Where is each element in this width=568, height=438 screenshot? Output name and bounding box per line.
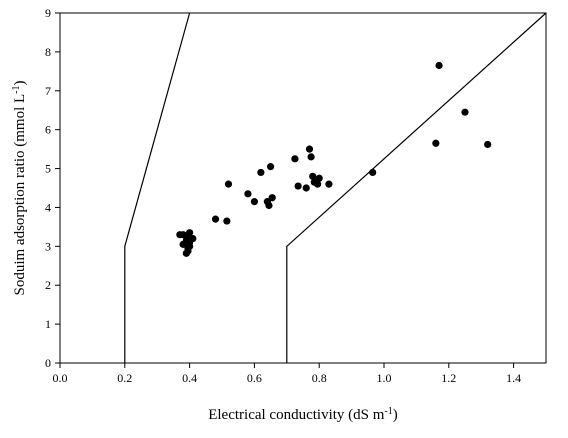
x-tick-label: 0.4 bbox=[182, 371, 197, 385]
x-tick-label: 1.4 bbox=[506, 371, 521, 385]
data-point bbox=[325, 180, 333, 188]
data-point bbox=[369, 168, 377, 177]
y-axis: 0 1 2 3 4 5 6 7 8 9 bbox=[45, 6, 60, 370]
data-point bbox=[307, 153, 315, 161]
x-tick-label: 0.8 bbox=[312, 371, 327, 385]
data-point bbox=[268, 194, 276, 202]
boundary-line-1 bbox=[124, 12, 191, 363]
data-point bbox=[265, 201, 273, 210]
data-point bbox=[315, 174, 323, 182]
y-tick-label: 4 bbox=[45, 200, 51, 214]
data-point bbox=[250, 198, 258, 206]
data-point bbox=[184, 247, 192, 255]
data-point bbox=[309, 172, 317, 180]
data-point bbox=[244, 190, 252, 198]
data-point bbox=[223, 217, 231, 225]
data-point bbox=[484, 140, 492, 149]
y-tick-label: 9 bbox=[45, 6, 51, 20]
y-tick-label: 8 bbox=[45, 45, 51, 59]
data-point bbox=[291, 155, 299, 163]
data-points bbox=[176, 61, 492, 257]
x-tick-label: 1.2 bbox=[441, 371, 456, 385]
x-tick-label: 0.0 bbox=[53, 371, 68, 385]
data-point bbox=[313, 180, 322, 188]
data-point bbox=[294, 182, 302, 190]
y-tick-label: 6 bbox=[45, 123, 51, 137]
data-point bbox=[305, 145, 314, 153]
y-axis-label-sup: -1 bbox=[11, 86, 22, 94]
boundary-lines bbox=[124, 12, 547, 363]
data-point bbox=[211, 215, 220, 223]
data-point bbox=[302, 184, 310, 192]
data-point bbox=[432, 139, 440, 147]
data-point bbox=[257, 168, 265, 177]
y-tick-label: 5 bbox=[45, 162, 51, 176]
y-tick-label: 3 bbox=[45, 239, 51, 253]
data-point bbox=[267, 163, 275, 171]
y-tick-label: 1 bbox=[45, 317, 51, 331]
y-tick-label: 2 bbox=[45, 278, 51, 292]
x-tick-label: 0.2 bbox=[117, 371, 132, 385]
data-point bbox=[224, 180, 233, 188]
y-tick-label: 0 bbox=[45, 356, 51, 370]
data-point bbox=[461, 108, 469, 116]
x-axis-label-sup: -1 bbox=[384, 406, 392, 417]
plot-frame bbox=[59, 12, 547, 364]
x-axis-label: Electrical conductivity (dS m-1) bbox=[208, 406, 398, 424]
boundary-line-2 bbox=[286, 12, 547, 363]
plot-area bbox=[59, 12, 547, 364]
x-axis: 0.0 0.2 0.4 0.6 0.8 1.0 1.2 1.4 bbox=[53, 363, 521, 385]
x-tick-label: 0.6 bbox=[247, 371, 262, 385]
data-point bbox=[189, 234, 197, 243]
data-point bbox=[435, 61, 443, 70]
data-point bbox=[186, 229, 194, 237]
x-tick-label: 1.0 bbox=[377, 371, 392, 385]
y-axis-label: Soduim adsorption ratio (mmol L-1) bbox=[11, 81, 29, 296]
y-tick-label: 7 bbox=[45, 84, 51, 98]
